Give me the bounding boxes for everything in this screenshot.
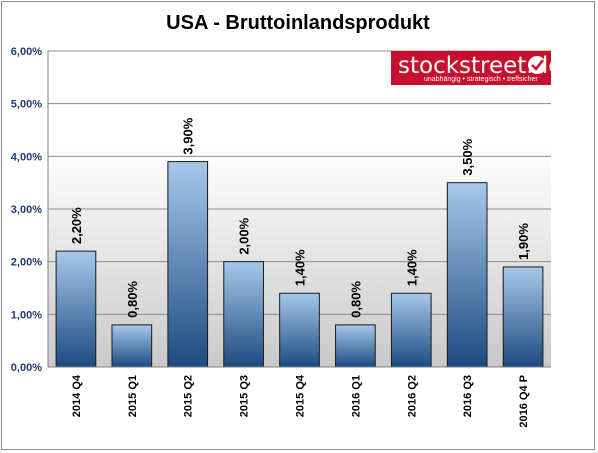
x-category-label: 2016 Q1: [350, 375, 362, 417]
y-tick-label: 5,00%: [11, 99, 42, 111]
x-category-label: 2016 Q3: [462, 375, 474, 417]
data-label: 1,40%: [293, 249, 308, 286]
logo-tagline: unabhängig • strategisch • treffsicher: [424, 76, 538, 83]
y-tick-label: 2,00%: [11, 257, 42, 269]
y-axis-ticks: 0,00% 1,00% 2,00% 3,00% 4,00% 5,00% 6,00%: [11, 46, 42, 374]
data-label: 0,80%: [125, 281, 140, 318]
y-tick-label: 1,00%: [11, 309, 42, 321]
bar: [55, 250, 97, 368]
bars: [55, 161, 544, 368]
y-tick-label: 4,00%: [11, 151, 42, 163]
y-tick-label: 0,00%: [11, 362, 42, 374]
check-icon: [528, 56, 546, 74]
bar: [390, 292, 432, 368]
x-category-label: 2016 Q2: [406, 375, 418, 417]
data-labels: 2,20% 0,80% 3,90% 2,00% 1,40% 0,80% 1,40% 3,50%…: [69, 117, 531, 318]
x-category-label: 2015 Q1: [127, 375, 139, 417]
data-label: 0,80%: [348, 281, 363, 318]
bar: [279, 292, 320, 368]
x-category-label: 2015 Q2: [183, 375, 195, 417]
stockstreet-logo: stockstreet.de unabhängig • strategisch …: [391, 51, 562, 85]
x-category-label: 2014 Q4: [71, 374, 83, 417]
x-axis-categories: 2014 Q4 2015 Q1 2015 Q2 2015 Q3 2015 Q4 2016 …: [71, 374, 530, 427]
bar: [446, 182, 488, 368]
bar: [335, 324, 376, 368]
data-label: 1,40%: [404, 249, 419, 286]
bar: [167, 161, 209, 368]
x-category-label: 2015 Q4: [295, 374, 307, 417]
data-label: 1,90%: [516, 223, 531, 260]
chart-title: USA - Bruttoinlandsprodukt: [166, 12, 430, 34]
y-tick-label: 6,00%: [11, 46, 42, 58]
x-category-label: 2016 Q4 P: [518, 375, 530, 428]
x-category-label: 2015 Q3: [239, 375, 251, 417]
data-label: 3,50%: [460, 138, 475, 175]
bar: [502, 266, 544, 368]
bar: [223, 261, 264, 368]
data-label: 2,20%: [69, 207, 84, 244]
y-tick-label: 3,00%: [11, 204, 42, 216]
data-label: 3,90%: [181, 117, 196, 154]
data-label: 2,00%: [237, 217, 252, 254]
bar: [111, 324, 153, 368]
